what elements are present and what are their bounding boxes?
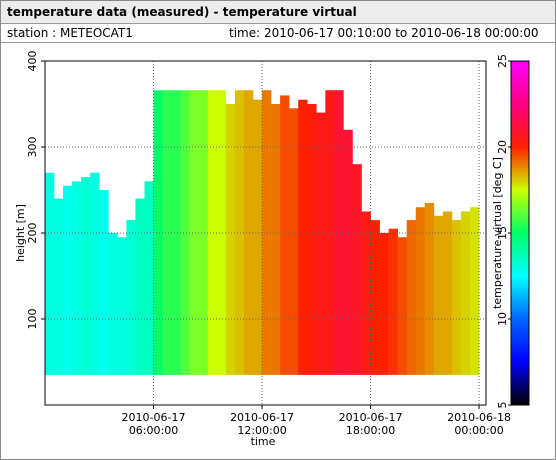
data-column [352, 164, 362, 375]
data-column [361, 211, 371, 375]
x-tick-label: 2010-06-17 12:00:00 [230, 411, 294, 437]
colorbar-tick-label: 25 [496, 54, 509, 68]
data-column [424, 202, 435, 375]
data-column [126, 220, 136, 375]
data-column [117, 237, 127, 375]
data-column [135, 198, 145, 375]
plot-frame [44, 60, 487, 406]
data-column [307, 104, 317, 375]
data-column [433, 215, 444, 375]
data-column [316, 112, 326, 375]
x-tick-label: 2010-06-17 06:00:00 [121, 411, 186, 437]
data-column [198, 90, 209, 375]
data-column [63, 185, 73, 375]
y-tick-label: 400 [26, 51, 39, 72]
time-range: time: 2010-06-17 00:10:00 to 2010-06-18 … [229, 26, 539, 40]
data-column [298, 99, 308, 375]
data-column [81, 177, 91, 375]
data-column [99, 190, 109, 375]
colorbar-tick-label: 20 [496, 140, 509, 154]
data-column [379, 233, 389, 375]
data-column [406, 220, 417, 375]
data-column [397, 237, 408, 375]
data-column [243, 90, 254, 375]
info-bar: station : METEOCAT1 time: 2010-06-17 00:… [1, 24, 555, 43]
data-column [280, 95, 290, 375]
data-column [189, 90, 200, 375]
y-tick-label: 200 [26, 223, 39, 244]
data-column [225, 104, 236, 375]
title-bar: temperature data (measured) - temperatur… [1, 1, 555, 24]
y-tick-label: 100 [26, 309, 39, 330]
data-column [234, 90, 245, 375]
data-column [442, 211, 453, 375]
data-column [90, 172, 100, 375]
x-tick-label: 2010-06-18 00:00:00 [447, 411, 512, 437]
data-column [289, 108, 299, 375]
x-tick-label: 2010-06-17 18:00:00 [338, 411, 403, 437]
data-column [262, 90, 272, 375]
data-column [144, 181, 154, 375]
data-column [415, 207, 426, 375]
data-column [162, 90, 172, 375]
y-axis-label: height [m] [14, 204, 27, 262]
colorbar-tick-label: 15 [496, 226, 509, 240]
data-column [216, 90, 227, 375]
data-column [470, 207, 480, 375]
data-column [171, 90, 181, 375]
colorbar [510, 60, 530, 406]
data-column [153, 90, 163, 375]
data-column [451, 220, 462, 375]
data-column [45, 172, 55, 375]
data-column [460, 211, 471, 375]
data-column [72, 181, 82, 375]
data-column [252, 99, 263, 375]
title: temperature data (measured) - temperatur… [7, 5, 357, 19]
x-axis-label: time [251, 435, 276, 448]
data-column [388, 228, 398, 375]
data-column [370, 220, 380, 375]
station: station : METEOCAT1 [7, 26, 133, 40]
data-column [180, 90, 190, 375]
data-column [207, 90, 218, 375]
data-column [108, 233, 118, 375]
data-column [343, 129, 353, 375]
data-column [271, 104, 281, 375]
colorbar-tick-label: 10 [496, 312, 509, 326]
colorbar-label: temperature virtual [deg C] [491, 157, 504, 309]
y-tick-label: 300 [26, 137, 39, 158]
colorbar-tick-label: 5 [496, 402, 509, 409]
data-column [54, 198, 64, 375]
